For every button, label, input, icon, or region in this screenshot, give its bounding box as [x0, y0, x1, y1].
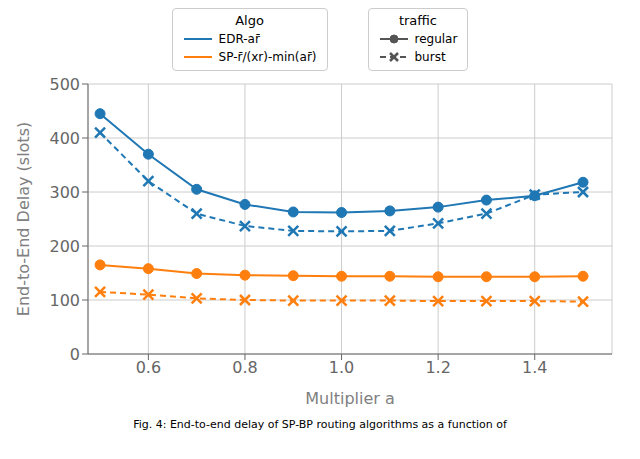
- html-text:Fig. 4: End-to-end delay of SP: Fig. 4: End-to-end delay of SP-BP routin…: [133, 418, 507, 431]
- html-text:Algo: Algo: [235, 13, 264, 28]
- html-text:regular: regular: [414, 32, 458, 46]
- svg-text:0.8: 0.8: [232, 358, 257, 377]
- svg-text:1.4: 1.4: [522, 358, 547, 377]
- svg-text:0: 0: [70, 345, 80, 364]
- svg-text:100: 100: [49, 291, 80, 310]
- svg-text:400: 400: [49, 129, 80, 148]
- svg-text:500: 500: [49, 75, 80, 94]
- html-text:burst: burst: [414, 50, 446, 64]
- svg-text:200: 200: [49, 237, 80, 256]
- svg-text:Multiplier a: Multiplier a: [305, 389, 394, 408]
- svg-text:0.6: 0.6: [136, 358, 161, 377]
- html-text:SP-r̄/(xr)-min(ar̄): SP-r̄/(xr)-min(ar̄): [218, 50, 317, 64]
- svg-text:1.0: 1.0: [329, 358, 354, 377]
- html-text:EDR-ar̄: EDR-ar̄: [218, 32, 260, 46]
- svg-text:End-to-End Delay (slots): End-to-End Delay (slots): [14, 122, 33, 316]
- svg-text:300: 300: [49, 183, 80, 202]
- html-text:traffic: traffic: [398, 13, 437, 28]
- svg-text:1.2: 1.2: [425, 358, 450, 377]
